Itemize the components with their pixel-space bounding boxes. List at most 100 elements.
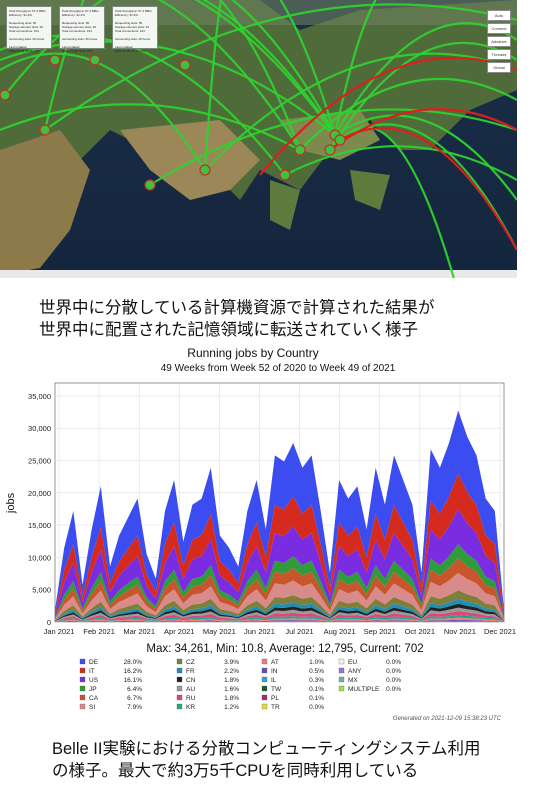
legend-percent: 2.2%	[224, 668, 239, 675]
legend-swatch	[79, 694, 86, 701]
site-node	[39, 124, 51, 136]
y-axis-ticks: 0 5,000 10,000 15,000 20,000 25,000 30,000 35,0…	[28, 392, 51, 627]
legend-label: IN	[271, 668, 278, 675]
legend-percent: 0.1%	[309, 695, 324, 702]
legend-percent: 3.9%	[224, 659, 239, 666]
failed-transfer-link	[259, 56, 517, 176]
site-node	[279, 169, 291, 181]
caption-line-2: 世界中に配置された記憶領域に転送されていく様子	[39, 321, 419, 339]
legend-label: AT	[271, 659, 279, 666]
legend-swatch	[79, 676, 86, 683]
legend-percent: 16.1%	[124, 677, 143, 684]
legend-label: KR	[186, 704, 195, 711]
legend-percent: 7.9%	[127, 704, 142, 711]
y-tick-label: 25,000	[28, 457, 51, 466]
caption-line-1: 世界中に分散している計算機資源で計算された結果が	[39, 299, 435, 317]
legend-swatch	[176, 703, 183, 710]
legend-swatch	[261, 667, 268, 674]
site-node	[199, 164, 211, 176]
y-tick-label: 20,000	[28, 489, 51, 498]
x-tick-label: Nov 2021	[444, 627, 476, 636]
x-tick-label: Aug 2021	[324, 627, 356, 636]
series-area-jp	[55, 544, 504, 619]
x-tick-label: Jun 2021	[244, 627, 275, 636]
y-tick-label: 35,000	[28, 392, 51, 401]
stat-panel: Total throughput: 57.4 MB/s Efficiency: …	[112, 6, 158, 53]
legend-percent: 0.0%	[386, 668, 401, 675]
legend-swatch	[176, 667, 183, 674]
legend-swatch	[261, 685, 268, 692]
map-button-connect[interactable]: Connect	[487, 23, 511, 34]
map-button-advance[interactable]: Advance	[487, 36, 511, 47]
x-tick-label: Oct 2021	[405, 627, 435, 636]
legend-label: DE	[89, 659, 99, 666]
y-tick-label: 0	[47, 618, 51, 627]
x-tick-label: Jan 2021	[44, 627, 75, 636]
legend-percent: 1.8%	[224, 677, 239, 684]
legend-label: FR	[186, 668, 195, 675]
legend-label: CZ	[186, 659, 195, 666]
transfer-link	[194, 0, 336, 136]
transfer-link	[43, 0, 85, 131]
y-tick-label: 10,000	[28, 553, 51, 562]
legend-percent: 0.0%	[386, 686, 401, 693]
legend-label: CN	[186, 677, 196, 684]
network-map[interactable]: Total throughput: 57.4 MB/s Efficiency: …	[0, 0, 517, 278]
bottom-caption-line-1: Belle II実験における分散コンピューティングシステム利用	[52, 740, 481, 758]
legend-percent: 0.0%	[309, 704, 324, 711]
legend-swatch	[338, 676, 345, 683]
site-node	[294, 144, 306, 156]
legend-swatch	[338, 667, 345, 674]
chart-summary: Max: 34,261, Min: 10.8, Average: 12,795,…	[146, 643, 423, 655]
legend-percent: 1.6%	[224, 686, 239, 693]
site-node	[0, 89, 11, 101]
series-areas	[55, 410, 504, 622]
legend-label: MULTIPLE	[348, 686, 380, 693]
transfer-link	[333, 0, 377, 136]
x-tick-label: Jul 2021	[285, 627, 313, 636]
chart-title: Running jobs by Country	[187, 346, 318, 360]
legend-percent: 0.0%	[386, 659, 401, 666]
series-area-fr	[55, 598, 504, 621]
map-button-auto[interactable]: Auto	[487, 10, 511, 21]
series-area-si	[55, 573, 504, 621]
site-node	[179, 59, 191, 71]
y-axis-label: jobs	[5, 492, 17, 514]
transfer-link	[219, 0, 302, 151]
legend-label: CA	[89, 695, 99, 702]
bottom-caption-line-2: の様子。最大で約3万5千CPUを同時利用している	[52, 762, 419, 780]
legend-label: IL	[271, 677, 277, 684]
stat-panel: Total throughput: 57.4 MB/s Efficiency: …	[59, 6, 105, 53]
legend-percent: 0.0%	[386, 677, 401, 684]
series-area-in	[55, 619, 504, 622]
stat-panel: Total throughput: 57.4 MB/s Efficiency: …	[6, 6, 52, 53]
map-button-global[interactable]: Global	[487, 62, 511, 73]
legend-percent: 0.1%	[309, 686, 324, 693]
x-axis-ticks: Jan 2021 Feb 2021 Mar 2021 Apr 2021 May 2021…	[44, 627, 516, 636]
transfer-link	[157, 0, 301, 151]
transfer-link	[334, 114, 517, 201]
map-button-threads[interactable]: Threads	[487, 49, 511, 60]
x-tick-label: Apr 2021	[164, 627, 194, 636]
y-tick-label: 5,000	[32, 586, 51, 595]
site-node	[324, 144, 336, 156]
legend-label: MX	[348, 677, 358, 684]
legend-label: EU	[348, 659, 357, 666]
site-node	[89, 54, 101, 66]
x-tick-label: Feb 2021	[83, 627, 115, 636]
legend: DE 28.0% CZ 3.9% AT 1.0% EU 0.0% IT 16.2% FR 2.2% IN…	[79, 658, 401, 711]
legend-swatch	[176, 658, 183, 665]
legend-swatch	[261, 658, 268, 665]
x-tick-label: Mar 2021	[123, 627, 155, 636]
site-node	[144, 179, 156, 191]
running-jobs-chart: Running jobs by Country 49 Weeks from We…	[0, 343, 522, 725]
y-tick-label: 15,000	[28, 521, 51, 530]
transfer-link	[230, 0, 336, 136]
legend-swatch	[176, 685, 183, 692]
legend-percent: 1.8%	[224, 695, 239, 702]
chart-subtitle: 49 Weeks from Week 52 of 2020 to Week 49…	[161, 363, 396, 374]
series-area-ru	[55, 611, 504, 622]
series-area-cz	[55, 590, 504, 621]
legend-label: PL	[271, 695, 279, 702]
transfer-link	[339, 126, 455, 278]
